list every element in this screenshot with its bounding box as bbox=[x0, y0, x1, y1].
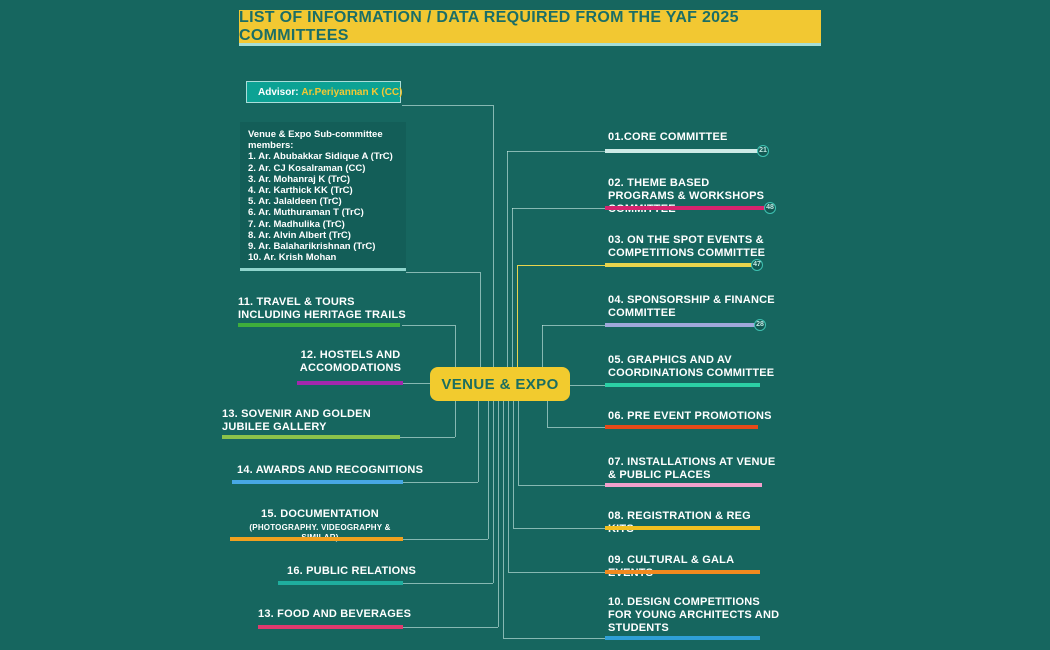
member-item: 9. Ar. Balaharikrishnan (TrC) bbox=[248, 241, 376, 253]
branch-color-bar bbox=[238, 323, 400, 327]
branch-label: 15. DOCUMENTATION bbox=[261, 508, 379, 520]
branch-color-bar bbox=[258, 625, 403, 629]
center-node-label: VENUE & EXPO bbox=[441, 375, 559, 393]
connector-line bbox=[400, 437, 455, 438]
branch-right-10-design-competitions[interactable]: 10. DESIGN COMPETITIONS FOR YOUNG ARCHIT… bbox=[608, 596, 780, 634]
connector-line bbox=[503, 638, 605, 639]
branch-color-bar bbox=[605, 149, 758, 153]
branch-right-08-registration[interactable]: 08. REGISTRATION & REG KITS bbox=[608, 510, 751, 535]
branch-color-bar bbox=[230, 537, 403, 541]
member-item: 7. Ar. Madhulika (TrC) bbox=[248, 218, 345, 230]
branch-color-bar bbox=[232, 480, 403, 484]
count-badge[interactable]: 48 bbox=[764, 202, 776, 214]
connector-line bbox=[512, 208, 605, 209]
connector-line bbox=[503, 400, 504, 638]
connector-line bbox=[508, 572, 605, 573]
connector-line bbox=[455, 400, 456, 437]
branch-color-bar bbox=[605, 383, 760, 387]
branch-right-04-sponsorship-finance[interactable]: 04. SPONSORSHIP & FINANCE COMMITTEE bbox=[608, 294, 775, 319]
advisor-label: Advisor: bbox=[258, 86, 302, 98]
connector-line bbox=[403, 539, 488, 540]
member-item: 6. Ar. Muthuraman T (TrC) bbox=[248, 207, 364, 219]
title-banner: LIST OF INFORMATION / DATA REQUIRED FROM… bbox=[239, 8, 821, 44]
branch-right-05-graphics-av[interactable]: 05. GRAPHICS AND AV COORDINATIONS COMMIT… bbox=[608, 354, 775, 379]
connector-line bbox=[570, 385, 605, 386]
advisor-name: Ar.Periyannan K (CC) bbox=[301, 86, 403, 98]
branch-color-bar bbox=[605, 323, 755, 327]
connector-line bbox=[507, 151, 607, 152]
branch-color-bar bbox=[297, 381, 403, 385]
connector-line bbox=[455, 325, 456, 367]
connector-line bbox=[513, 400, 514, 528]
connector-line bbox=[403, 383, 431, 384]
connector-line bbox=[508, 400, 509, 572]
branch-color-bar bbox=[278, 581, 403, 585]
connector-line bbox=[542, 325, 543, 367]
members-heading: Venue & Expo Sub-committee members: bbox=[248, 129, 383, 152]
connector-line bbox=[518, 400, 519, 485]
members-accent-strip bbox=[240, 268, 406, 271]
branch-right-01-core[interactable]: 01.CORE COMMITTEE bbox=[608, 131, 728, 143]
branch-right-06-pre-event[interactable]: 06. PRE EVENT PROMOTIONS bbox=[608, 410, 772, 422]
members-list: 1. Ar. Abubakkar Sidique A (TrC) 2. Ar. … bbox=[248, 151, 398, 263]
connector-line bbox=[547, 400, 548, 427]
connector-line bbox=[478, 400, 479, 482]
connector-line bbox=[480, 272, 481, 367]
banner-accent-strip bbox=[239, 43, 821, 46]
page-title: LIST OF INFORMATION / DATA REQUIRED FROM… bbox=[239, 8, 739, 44]
member-item: 2. Ar. CJ Kosalraman (CC) bbox=[248, 162, 366, 174]
center-node-venue-expo[interactable]: VENUE & EXPO bbox=[430, 367, 570, 401]
branch-left-14-awards[interactable]: 14. AWARDS AND RECOGNITIONS bbox=[237, 464, 424, 476]
connector-line bbox=[542, 325, 605, 326]
connector-line bbox=[517, 265, 518, 367]
connector-line bbox=[517, 265, 605, 266]
connector-line bbox=[512, 208, 513, 367]
connector-line bbox=[403, 583, 493, 584]
branch-color-bar bbox=[605, 425, 758, 429]
branch-left-16-public-relations[interactable]: 16. PUBLIC RELATIONS bbox=[287, 565, 417, 577]
connector-line bbox=[488, 400, 489, 539]
branch-color-bar bbox=[605, 526, 760, 530]
member-item: 10. Ar. Krish Mohan bbox=[248, 252, 337, 264]
branch-color-bar bbox=[605, 636, 760, 640]
member-item: 3. Ar. Mohanraj K (TrC) bbox=[248, 173, 351, 185]
branch-color-bar bbox=[605, 263, 752, 267]
count-badge[interactable]: 28 bbox=[754, 319, 766, 331]
connector-line bbox=[513, 528, 605, 529]
connector-line bbox=[547, 427, 605, 428]
branch-color-bar bbox=[605, 570, 760, 574]
advisor-box[interactable]: Advisor: Ar.Periyannan K (CC) bbox=[246, 81, 403, 103]
branch-right-09-cultural-gala[interactable]: 09. CULTURAL & GALA EVENTS bbox=[608, 554, 734, 579]
connector-line bbox=[402, 325, 455, 326]
branch-left-11-travel-tours[interactable]: 11. TRAVEL & TOURS INCLUDING HERITAGE TR… bbox=[238, 296, 406, 321]
member-item: 5. Ar. Jalaldeen (TrC) bbox=[248, 196, 342, 208]
branch-right-02-theme-programs[interactable]: 02. THEME BASED PROGRAMS & WORKSHOPS COM… bbox=[608, 177, 765, 215]
count-badge[interactable]: 47 bbox=[751, 259, 763, 271]
member-item: 4. Ar. Karthick KK (TrC) bbox=[248, 185, 353, 197]
branch-right-03-on-the-spot[interactable]: 03. ON THE SPOT EVENTS & COMPETITIONS CO… bbox=[608, 234, 766, 259]
connector-line bbox=[493, 105, 494, 367]
connector-line bbox=[403, 627, 498, 628]
branch-right-07-installations[interactable]: 07. INSTALLATIONS AT VENUE & PUBLIC PLAC… bbox=[608, 456, 776, 481]
connector-line bbox=[498, 400, 499, 627]
connector-line bbox=[493, 400, 494, 583]
connector-line bbox=[518, 485, 605, 486]
member-item: 1. Ar. Abubakkar Sidique A (TrC) bbox=[248, 151, 393, 163]
connector-line bbox=[402, 105, 493, 106]
connector-line bbox=[406, 272, 480, 273]
count-badge[interactable]: 21 bbox=[757, 145, 769, 157]
connector-line bbox=[507, 151, 508, 367]
branch-left-12-hostels[interactable]: 12. HOSTELS AND ACCOMODATIONS bbox=[299, 349, 402, 374]
connector-line bbox=[403, 482, 478, 483]
member-item: 8. Ar. Alvin Albert (TrC) bbox=[248, 229, 351, 241]
branch-left-13-souvenir-gallery[interactable]: 13. SOVENIR AND GOLDEN JUBILEE GALLERY bbox=[222, 408, 371, 433]
branch-left-13-food-beverages[interactable]: 13. FOOD AND BEVERAGES bbox=[258, 608, 412, 620]
branch-color-bar bbox=[222, 435, 400, 439]
branch-color-bar bbox=[605, 483, 762, 487]
members-box[interactable]: Venue & Expo Sub-committee members: 1. A… bbox=[240, 122, 406, 271]
branch-color-bar bbox=[605, 206, 765, 210]
